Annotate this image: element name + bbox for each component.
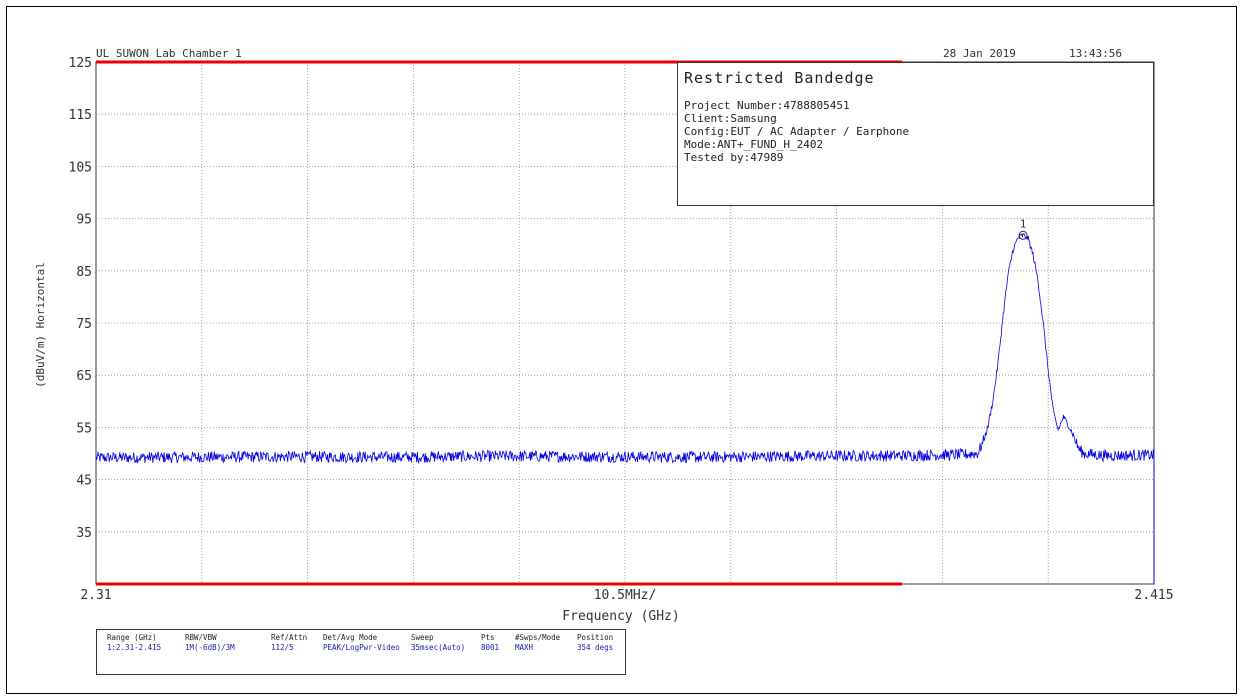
y-tick-label: 75 — [76, 317, 92, 332]
x-span-label: 10.5MHz/ — [594, 588, 657, 603]
peak-marker-label: 1 — [1020, 217, 1027, 230]
settings-range: Range (GHz) 1:2.31-2.415 — [107, 633, 162, 652]
trace-line — [95, 232, 1155, 465]
info-config: Config:EUT / AC Adapter / Earphone — [684, 125, 910, 138]
y-axis-title: (dBuV/m) Horizontal — [34, 262, 47, 388]
measurement-settings: Range (GHz) 1:2.31-2.415 RBW/VBW 1M(-6dB)/… — [96, 629, 626, 675]
settings-position: Position 354 degs — [577, 633, 614, 652]
info-tester: Tested by:47989 — [684, 151, 784, 164]
y-tick-label: 35 — [76, 526, 92, 541]
info-title: Restricted Bandedge — [684, 69, 875, 87]
y-tick-label: 55 — [76, 421, 92, 436]
info-client: Client:Samsung — [684, 112, 777, 125]
settings-ref-attn: Ref/Attn 112/5 — [271, 633, 308, 652]
x-axis-title: Frequency (GHz) — [562, 609, 679, 624]
y-tick-label: 65 — [76, 369, 92, 384]
x-tick-label: 2.415 — [1134, 588, 1173, 603]
y-tick-label: 115 — [69, 108, 92, 123]
y-tick-label: 125 — [69, 56, 92, 71]
lab-name: UL SUWON Lab Chamber 1 — [96, 47, 242, 60]
marker-layer: 1 — [1018, 217, 1028, 240]
settings-det-avg: Det/Avg Mode PEAK/LogPwr-Video — [323, 633, 400, 652]
x-tick-label: 2.31 — [80, 588, 111, 603]
trace-layer — [95, 232, 1155, 584]
info-project-number: Project Number:4788805451 — [684, 99, 850, 112]
info-mode: Mode:ANT+_FUND_H_2402 — [684, 138, 824, 151]
settings-sweeps-mode: #Swps/Mode MAXH — [515, 633, 561, 652]
settings-points: Pts 8001 — [481, 633, 500, 652]
y-tick-label: 105 — [69, 160, 92, 175]
report-time: 13:43:56 — [1069, 47, 1122, 60]
settings-rbw-vbw: RBW/VBW 1M(-6dB)/3M — [185, 633, 235, 652]
settings-sweep: Sweep 35msec(Auto) — [411, 633, 466, 652]
info-box: Restricted Bandedge Project Number:47888… — [677, 62, 1154, 206]
y-tick-labels: 125 115 105 95 85 75 65 55 45 35 — [69, 56, 92, 541]
y-tick-label: 85 — [76, 265, 92, 280]
y-tick-label: 45 — [76, 474, 92, 489]
report-date: 28 Jan 2019 — [943, 47, 1016, 60]
peak-marker — [1018, 230, 1028, 240]
y-tick-label: 95 — [76, 213, 92, 228]
